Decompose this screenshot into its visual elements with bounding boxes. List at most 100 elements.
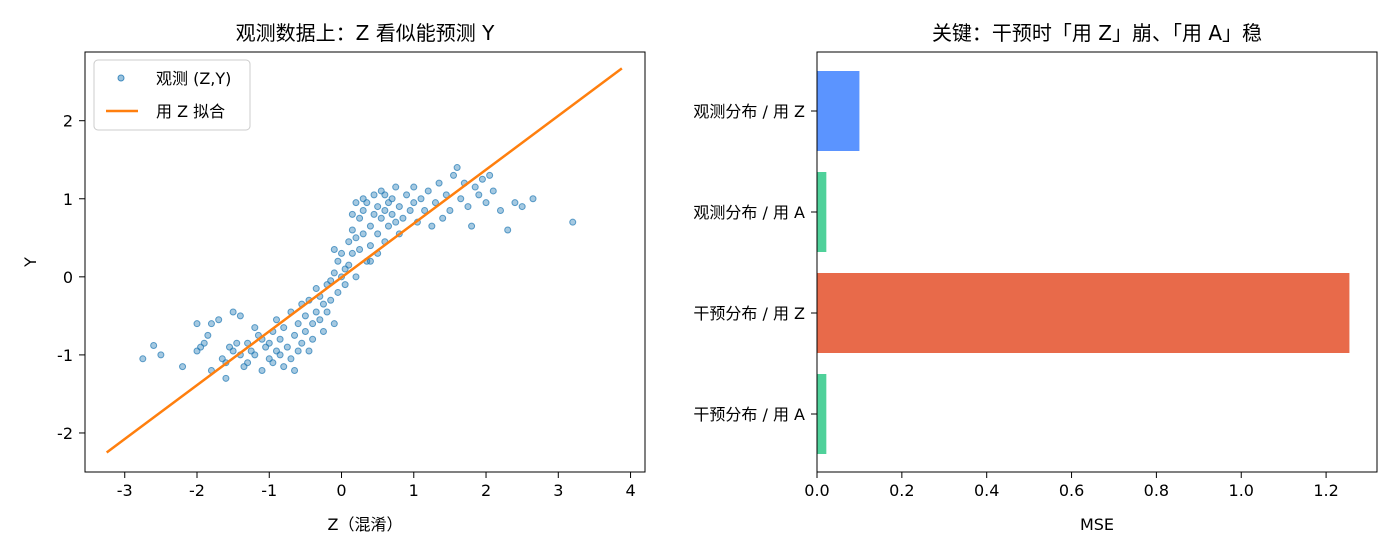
- scatter-point: [330, 320, 338, 328]
- scatter-x-tick-label: 2: [481, 481, 491, 500]
- scatter-point: [406, 206, 414, 214]
- scatter-point: [377, 214, 385, 222]
- scatter-point: [450, 171, 458, 179]
- scatter-x-tick-label: -3: [117, 481, 133, 500]
- bar-x-tick-label: 0.2: [889, 481, 914, 500]
- scatter-point: [139, 355, 147, 363]
- scatter-point: [395, 203, 403, 211]
- scatter-point: [489, 187, 497, 195]
- scatter-point: [229, 308, 237, 316]
- scatter-point: [464, 203, 472, 211]
- scatter-point: [309, 335, 317, 343]
- scatter-chart: 观测数据上：Z 看似能预测 Y -3 -2 -1 0 1 2 3 4 -2 -1 0 1 2 Z（混淆）…: [21, 21, 646, 534]
- bar-category-label: 观测分布 / 用 A: [693, 203, 805, 222]
- scatter-point: [323, 308, 331, 316]
- scatter-ticks: -3 -2 -1 0 1 2 3 4 -2 -1 0 1 2: [57, 112, 636, 500]
- fit-line-group: [105, 67, 623, 454]
- scatter-point: [179, 363, 187, 371]
- scatter-point: [381, 206, 389, 214]
- scatter-point: [410, 199, 418, 207]
- bar-x-tick-label: 0.0: [804, 481, 829, 500]
- scatter-point: [301, 327, 309, 335]
- scatter-point: [327, 277, 335, 285]
- scatter-point: [150, 342, 158, 350]
- scatter-point: [421, 206, 429, 214]
- scatter-point: [193, 320, 201, 328]
- scatter-point: [330, 246, 338, 254]
- scatter-point: [244, 359, 252, 367]
- scatter-point: [518, 203, 526, 211]
- scatter-point: [496, 206, 504, 214]
- scatter-y-axis-label: Y: [21, 257, 40, 268]
- scatter-point: [291, 331, 299, 339]
- scatter-point: [229, 347, 237, 355]
- scatter-point: [251, 324, 259, 332]
- scatter-point: [384, 222, 392, 230]
- legend-label-fit: 用 Z 拟合: [156, 102, 225, 121]
- scatter-point: [327, 296, 335, 304]
- scatter-point: [486, 171, 494, 179]
- scatter-point: [207, 320, 215, 328]
- legend-label-observed: 观测 (Z,Y): [156, 69, 231, 88]
- legend-scatter-marker: [117, 74, 125, 82]
- bar: [817, 71, 860, 151]
- scatter-point: [471, 183, 479, 191]
- scatter-point: [312, 285, 320, 293]
- scatter-y-tick-label: -1: [57, 346, 73, 365]
- scatter-point: [280, 363, 288, 371]
- scatter-point: [478, 175, 486, 183]
- scatter-point: [215, 316, 223, 324]
- scatter-point: [388, 210, 396, 218]
- scatter-point: [276, 351, 284, 359]
- scatter-point: [200, 339, 208, 347]
- scatter-point: [388, 195, 396, 203]
- scatter-point: [334, 257, 342, 265]
- scatter-point: [272, 316, 280, 324]
- scatter-point: [287, 355, 295, 363]
- scatter-point: [482, 199, 490, 207]
- scatter-point: [330, 269, 338, 277]
- bar-category-label: 干预分布 / 用 A: [693, 405, 805, 424]
- bar-category-label: 观测分布 / 用 Z: [693, 102, 805, 121]
- scatter-point: [417, 195, 425, 203]
- scatter-point: [374, 230, 382, 238]
- scatter-point: [504, 226, 512, 234]
- scatter-point: [352, 234, 360, 242]
- scatter-point: [352, 199, 360, 207]
- scatter-point: [338, 249, 346, 257]
- scatter-point: [356, 214, 364, 222]
- scatter-point: [269, 359, 277, 367]
- scatter-x-tick-label: 3: [553, 481, 563, 500]
- scatter-point: [370, 191, 378, 199]
- scatter-point: [431, 199, 439, 207]
- scatter-point: [392, 183, 400, 191]
- bar: [817, 273, 1350, 353]
- scatter-point: [410, 183, 418, 191]
- scatter-point: [280, 324, 288, 332]
- scatter-point: [359, 230, 367, 238]
- scatter-point: [366, 242, 374, 250]
- scatter-y-tick-label: -2: [57, 424, 73, 443]
- scatter-point: [475, 191, 483, 199]
- scatter-x-tick-label: -1: [261, 481, 277, 500]
- scatter-x-tick-label: 4: [625, 481, 635, 500]
- scatter-y-tick-label: 1: [63, 190, 73, 209]
- scatter-y-tick-label: 0: [63, 268, 73, 287]
- scatter-title: 观测数据上：Z 看似能预测 Y: [236, 21, 495, 45]
- bar-title: 关键：干预时「用 Z」崩、「用 A」稳: [932, 21, 1262, 45]
- scatter-point: [305, 347, 313, 355]
- scatter-point: [283, 343, 291, 351]
- scatter-point: [348, 226, 356, 234]
- bar: [817, 374, 827, 454]
- scatter-x-axis-label: Z（混淆）: [328, 515, 403, 534]
- scatter-point: [233, 339, 241, 347]
- scatter-point: [529, 195, 537, 203]
- bar-chart: 关键：干预时「用 Z」崩、「用 A」稳 观测分布 / 用 Z 观测分布 / 用 A…: [693, 21, 1378, 534]
- scatter-plot-frame: [84, 51, 646, 473]
- scatter-point: [276, 335, 284, 343]
- scatter-point: [511, 199, 519, 207]
- scatter-point: [374, 203, 382, 211]
- scatter-point: [222, 374, 230, 382]
